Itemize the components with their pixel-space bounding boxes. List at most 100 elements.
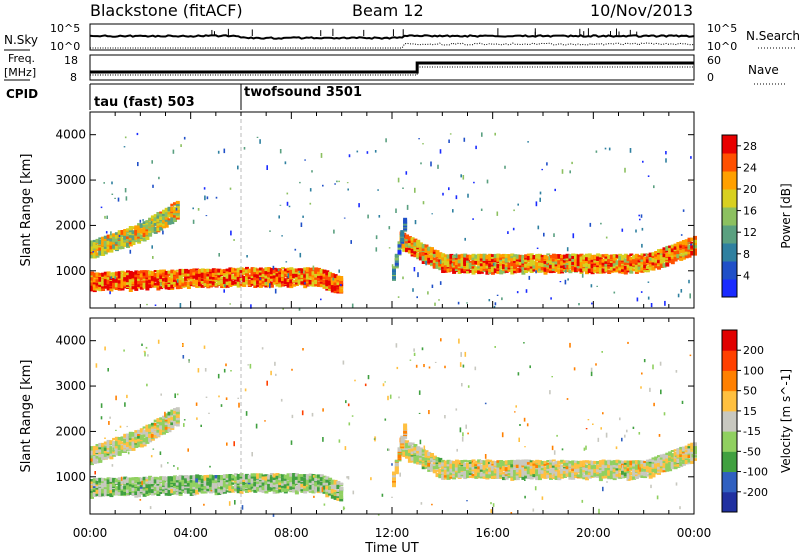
heatmap-scatter-cell bbox=[565, 269, 567, 273]
colorbar-tick-label: 15 bbox=[743, 405, 757, 418]
heatmap-scatter-cell bbox=[177, 467, 179, 470]
heatmap-scatter-cell bbox=[376, 235, 378, 239]
heatmap-scatter-cell bbox=[344, 508, 346, 509]
colorbar-block bbox=[722, 243, 737, 262]
heatmap-scatter-cell bbox=[289, 206, 291, 208]
heatmap-scatter-cell bbox=[221, 404, 223, 407]
heatmap-scatter-cell bbox=[682, 401, 684, 404]
heatmap-scatter-cell bbox=[204, 187, 206, 189]
heatmap-scatter-cell bbox=[551, 376, 553, 377]
heatmap-scatter-cell bbox=[304, 159, 306, 160]
heatmap-scatter-cell bbox=[414, 188, 416, 193]
heatmap-scatter-cell bbox=[376, 247, 378, 251]
heatmap-scatter-cell bbox=[353, 491, 355, 495]
date-label: 10/Nov/2013 bbox=[590, 1, 693, 20]
heatmap-scatter-cell bbox=[651, 303, 653, 307]
heatmap-scatter-cell bbox=[481, 132, 483, 136]
heatmap-scatter-cell bbox=[345, 446, 347, 450]
heatmap-scatter-cell bbox=[490, 462, 492, 467]
heatmap-scatter-cell bbox=[124, 402, 126, 407]
colorbar-block bbox=[722, 370, 737, 391]
heatmap-scatter-cell bbox=[334, 183, 336, 184]
heatmap-scatter-cell bbox=[609, 148, 611, 151]
heatmap-scatter-cell bbox=[153, 449, 155, 450]
heatmap-scatter-cell bbox=[370, 477, 372, 480]
heatmap-scatter-cell bbox=[460, 427, 462, 432]
heatmap-scatter-cell bbox=[515, 405, 517, 407]
heatmap-scatter-cell bbox=[562, 169, 564, 174]
heatmap-cell bbox=[339, 483, 343, 486]
heatmap-scatter-cell bbox=[588, 419, 590, 420]
heatmap-scatter-cell bbox=[676, 482, 678, 485]
heatmap-scatter-cell bbox=[549, 390, 551, 394]
heatmap-scatter-cell bbox=[161, 464, 163, 467]
heatmap-scatter-cell bbox=[452, 263, 454, 266]
y-tick-label: 1000 bbox=[55, 470, 86, 484]
heatmap-scatter-cell bbox=[339, 439, 341, 442]
heatmap-scatter-cell bbox=[198, 368, 200, 372]
heatmap-scatter-cell bbox=[465, 352, 467, 357]
heatmap-scatter-cell bbox=[367, 151, 369, 154]
heatmap-scatter-cell bbox=[256, 424, 258, 429]
heatmap-scatter-cell bbox=[653, 403, 655, 406]
heatmap-scatter-cell bbox=[338, 181, 340, 182]
heatmap-scatter-cell bbox=[237, 398, 239, 399]
x-tick-label: 04:00 bbox=[173, 526, 208, 540]
heatmap-scatter-cell bbox=[349, 422, 351, 425]
freq-label-line1: Freq. bbox=[8, 52, 35, 65]
heatmap-scatter-cell bbox=[641, 244, 643, 248]
heatmap-scatter-cell bbox=[416, 296, 418, 298]
heatmap-scatter-cell bbox=[144, 351, 146, 353]
heatmap-scatter-cell bbox=[111, 182, 113, 185]
heatmap-scatter-cell bbox=[591, 284, 593, 287]
heatmap-scatter-cell bbox=[286, 261, 288, 262]
heatmap-scatter-cell bbox=[459, 463, 461, 465]
heatmap-scatter-cell bbox=[546, 162, 548, 165]
heatmap-scatter-cell bbox=[574, 367, 576, 370]
heatmap-scatter-cell bbox=[665, 158, 667, 162]
heatmap-scatter-cell bbox=[322, 408, 324, 411]
heatmap-scatter-cell bbox=[266, 282, 268, 285]
heatmap-scatter-cell bbox=[203, 504, 205, 506]
heatmap-scatter-cell bbox=[126, 196, 128, 200]
heatmap-scatter-cell bbox=[466, 500, 468, 501]
heatmap-scatter-cell bbox=[664, 301, 666, 306]
heatmap-scatter-cell bbox=[653, 185, 655, 188]
heatmap-scatter-cell bbox=[514, 411, 516, 412]
heatmap-scatter-cell bbox=[650, 485, 652, 488]
velocity-colorbar-blocks bbox=[722, 330, 737, 513]
heatmap-scatter-cell bbox=[458, 302, 460, 305]
heatmap-scatter-cell bbox=[468, 385, 470, 388]
heatmap-scatter-cell bbox=[218, 374, 220, 379]
heatmap-scatter-cell bbox=[121, 477, 123, 481]
heatmap-scatter-cell bbox=[507, 231, 509, 234]
heatmap-scatter-cell bbox=[285, 161, 287, 164]
heatmap-cell bbox=[176, 201, 180, 204]
colorbar-tick-label: 12 bbox=[743, 226, 757, 239]
heatmap-scatter-cell bbox=[177, 279, 179, 283]
heatmap-scatter-cell bbox=[396, 343, 398, 347]
colorbar-block bbox=[722, 350, 737, 371]
heatmap-scatter-cell bbox=[292, 415, 294, 418]
heatmap-scatter-cell bbox=[493, 503, 495, 507]
heatmap-scatter-cell bbox=[345, 400, 347, 403]
heatmap-scatter-cell bbox=[430, 162, 432, 167]
freq-tick-top: 18 bbox=[64, 54, 78, 67]
heatmap-scatter-cell bbox=[448, 140, 450, 144]
heatmap-scatter-cell bbox=[601, 351, 603, 353]
heatmap-scatter-cell bbox=[536, 201, 538, 206]
heatmap-scatter-cell bbox=[434, 303, 436, 306]
heatmap-scatter-cell bbox=[322, 487, 324, 492]
heatmap-scatter-cell bbox=[639, 432, 641, 435]
power-ylabel: Slant Range [km] bbox=[19, 154, 34, 267]
heatmap-scatter-cell bbox=[649, 388, 651, 392]
heatmap-scatter-cell bbox=[690, 355, 692, 357]
heatmap-scatter-cell bbox=[552, 471, 554, 476]
heatmap-scatter-cell bbox=[247, 364, 249, 365]
heatmap-scatter-cell bbox=[529, 365, 531, 368]
colorbar-block bbox=[722, 135, 737, 154]
heatmap-scatter-cell bbox=[174, 393, 176, 398]
noise-right-label: N.Search bbox=[746, 29, 800, 43]
heatmap-cell bbox=[176, 407, 180, 412]
